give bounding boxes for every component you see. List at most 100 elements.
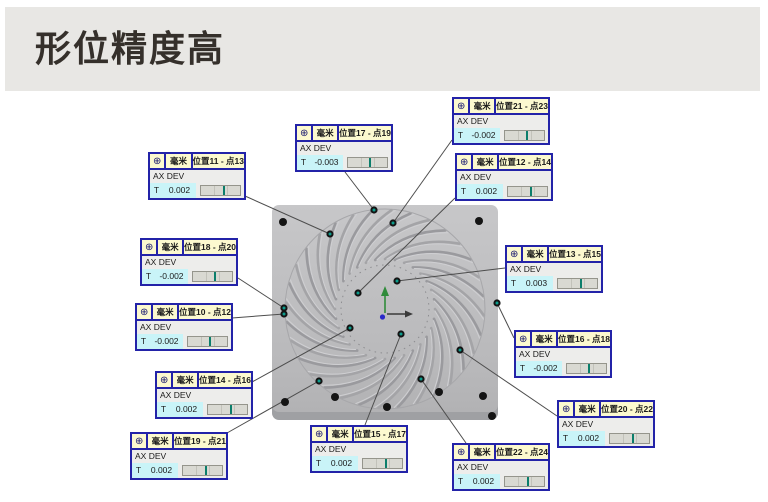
tolerance-row: T -0.002 [516, 361, 610, 376]
leader-line [237, 277, 285, 309]
callout-title: 位置13 - 点15 [549, 247, 601, 261]
x-axis-arrow-icon [405, 310, 413, 318]
leader-line [231, 313, 285, 319]
callout-header: ⊕ 毫米 位置15 - 点17 [312, 427, 406, 441]
axis-deviation-label: AX DEV [454, 115, 548, 128]
page-title: 形位精度高 [35, 28, 226, 69]
t-label: T [137, 334, 150, 349]
callout-title: 位置15 - 点17 [354, 427, 406, 441]
leader-line [244, 195, 331, 235]
t-label: T [454, 474, 467, 489]
datum-dot [475, 217, 483, 225]
leader-line [392, 139, 453, 224]
t-label: T [454, 128, 467, 143]
measurement-callout[interactable]: ⊕ 毫米 位置16 - 点18 AX DEV T -0.002 [514, 330, 612, 378]
callout-body: AX DEV T 0.002 [454, 459, 548, 489]
t-label: T [157, 402, 170, 417]
measurement-callout[interactable]: ⊕ 毫米 位置13 - 点15 AX DEV T 0.003 [505, 245, 603, 293]
unit-label: 毫米 [153, 305, 178, 319]
unit-label: 毫米 [470, 99, 495, 113]
t-label: T [457, 184, 470, 199]
callout-title: 位置18 - 点20 [184, 240, 236, 254]
callout-body: AX DEV T -0.002 [142, 254, 236, 284]
deviation-bar [182, 465, 223, 476]
axis-deviation-label: AX DEV [157, 389, 251, 402]
leader-line [357, 197, 456, 294]
datum-dot [435, 388, 443, 396]
axis-deviation-label: AX DEV [137, 321, 231, 334]
axis-deviation-label: AX DEV [454, 461, 548, 474]
measurement-callout[interactable]: ⊕ 毫米 位置12 - 点14 AX DEV T 0.002 [455, 153, 553, 201]
datum-dot [488, 412, 496, 420]
axis-deviation-label: AX DEV [559, 418, 653, 431]
measurement-callout[interactable]: ⊕ 毫米 位置10 - 点12 AX DEV T -0.002 [135, 303, 233, 351]
datum-dot [479, 392, 487, 400]
deviation-bar [609, 433, 650, 444]
callout-body: AX DEV T 0.002 [150, 168, 244, 198]
callout-header: ⊕ 毫米 位置18 - 点20 [142, 240, 236, 254]
leader-line [344, 171, 375, 211]
position-tolerance-icon: ⊕ [507, 247, 522, 261]
datum-dot [383, 403, 391, 411]
position-tolerance-icon: ⊕ [454, 99, 469, 113]
axis-deviation-label: AX DEV [150, 170, 244, 183]
inner-dotted-circle [340, 264, 430, 354]
title-band: 形位精度高 [5, 7, 760, 91]
deviation-value: -0.002 [155, 269, 188, 284]
measurement-callout[interactable]: ⊕ 毫米 位置14 - 点16 AX DEV T 0.002 [155, 371, 253, 419]
t-label: T [297, 155, 310, 170]
callout-header: ⊕ 毫米 位置12 - 点14 [457, 155, 551, 169]
measurement-callout[interactable]: ⊕ 毫米 位置18 - 点20 AX DEV T -0.002 [140, 238, 238, 286]
measurement-callout[interactable]: ⊕ 毫米 位置22 - 点24 AX DEV T 0.002 [452, 443, 550, 491]
axis-deviation-label: AX DEV [457, 171, 551, 184]
t-label: T [312, 456, 325, 471]
deviation-value: -0.002 [467, 128, 500, 143]
deviation-bar [507, 186, 548, 197]
tolerance-row: T 0.002 [132, 463, 226, 478]
impeller-fins [284, 208, 486, 410]
deviation-value: 0.003 [520, 276, 553, 291]
measurement-callout[interactable]: ⊕ 毫米 位置19 - 点21 AX DEV T 0.002 [130, 432, 228, 480]
deviation-bar [200, 185, 241, 196]
tolerance-row: T 0.002 [150, 183, 244, 198]
callout-header: ⊕ 毫米 位置19 - 点21 [132, 434, 226, 448]
unit-label: 毫米 [313, 126, 338, 140]
unit-label: 毫米 [575, 402, 600, 416]
measurement-callout[interactable]: ⊕ 毫米 位置11 - 点13 AX DEV T 0.002 [148, 152, 246, 200]
deviation-tick [526, 131, 529, 140]
unit-label: 毫米 [470, 445, 495, 459]
measurement-callout[interactable]: ⊕ 毫米 位置17 - 点19 AX DEV T -0.003 [295, 124, 393, 172]
axis-deviation-label: AX DEV [142, 256, 236, 269]
position-tolerance-icon: ⊕ [150, 154, 165, 168]
deviation-bar [187, 336, 228, 347]
callout-title: 位置21 - 点23 [496, 99, 548, 113]
position-tolerance-icon: ⊕ [137, 305, 152, 319]
deviation-value: -0.002 [150, 334, 183, 349]
callout-header: ⊕ 毫米 位置10 - 点12 [137, 305, 231, 319]
unit-label: 毫米 [148, 434, 173, 448]
deviation-tick [369, 158, 372, 167]
leader-line [496, 302, 515, 339]
callout-title: 位置19 - 点21 [174, 434, 226, 448]
callout-body: AX DEV T -0.002 [516, 346, 610, 376]
measurement-callout[interactable]: ⊕ 毫米 位置20 - 点22 AX DEV T 0.002 [557, 400, 655, 448]
measurement-callout[interactable]: ⊕ 毫米 位置21 - 点23 AX DEV T -0.002 [452, 97, 550, 145]
unit-label: 毫米 [328, 427, 353, 441]
measurement-point-center [282, 306, 286, 310]
leader-line [251, 327, 351, 383]
deviation-tick [588, 364, 591, 373]
deviation-tick [209, 337, 212, 346]
position-tolerance-icon: ⊕ [312, 427, 327, 441]
deviation-value: -0.002 [529, 361, 562, 376]
callout-title: 位置20 - 点22 [601, 402, 653, 416]
tolerance-row: T -0.002 [137, 334, 231, 349]
deviation-tick [222, 186, 225, 195]
leader-line [364, 333, 402, 426]
callout-body: AX DEV T 0.002 [312, 441, 406, 471]
leader-lines [226, 139, 558, 444]
t-label: T [150, 183, 163, 198]
measurement-callout[interactable]: ⊕ 毫米 位置15 - 点17 AX DEV T 0.002 [310, 425, 408, 473]
deviation-value: 0.002 [163, 183, 196, 198]
leader-line [420, 378, 467, 444]
